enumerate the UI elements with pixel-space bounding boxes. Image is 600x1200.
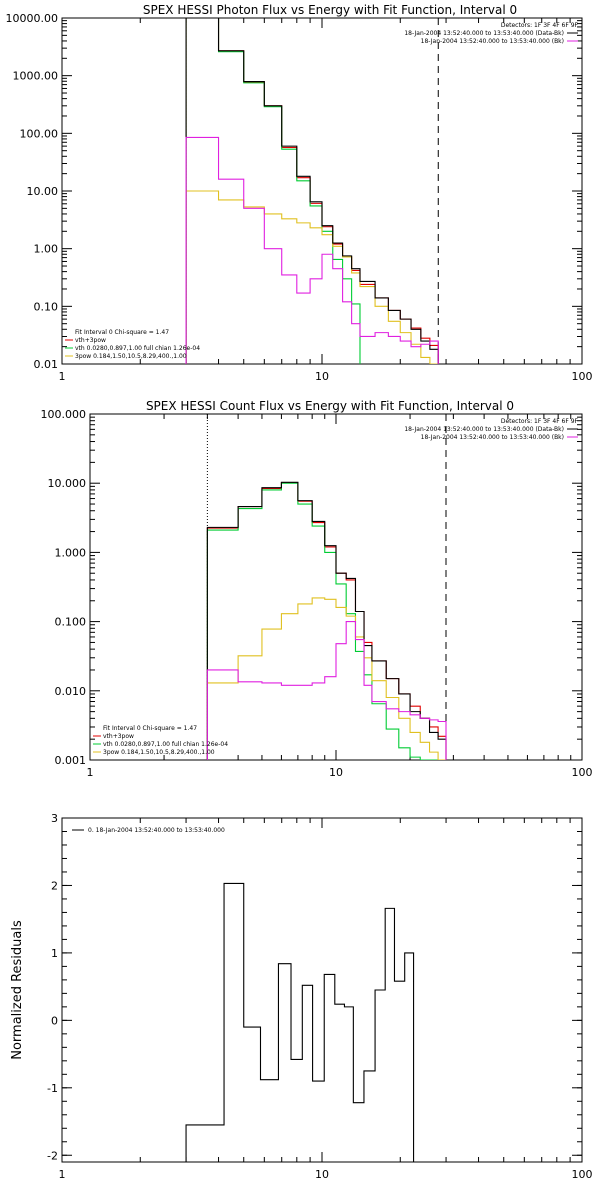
x-tick-label: 100 [572, 766, 593, 779]
y-tick-label: 0.100 [55, 616, 87, 629]
y-tick-label: 0.010 [55, 685, 87, 698]
header-line: 18-Jan-2004 13:52:40.000 to 13:53:40.000… [421, 38, 564, 45]
plot-frame [61, 17, 583, 365]
legend-entry: 3pow 0.184,1.50,10.5,8.29,400.,1.00 [103, 749, 215, 756]
y-tick-label: 0.10 [34, 300, 59, 313]
y-tick-label: 0 [51, 1014, 58, 1027]
series-vth [185, 18, 439, 364]
header-line: 18-Jan-2004 13:52:40.000 to 13:53:40.000… [404, 426, 564, 433]
y-tick-label: 10.00 [27, 185, 59, 198]
panel-title: SPEX HESSI Photon Flux vs Energy with Fi… [143, 3, 517, 17]
y-tick-label: 10.000 [48, 477, 87, 490]
series-group [185, 18, 439, 364]
legend-entry: vth+3pow [75, 337, 106, 344]
panel-title: SPEX HESSI Count Flux vs Energy with Fit… [146, 399, 514, 413]
x-tick-label: 100 [572, 1168, 593, 1181]
y-tick-label: 100.00 [20, 127, 59, 140]
header-line: Detectors: 1F 3F 4F 6F 9F [501, 22, 579, 29]
legend-entry: vth+3pow [103, 733, 134, 740]
plot-frame [61, 817, 583, 1163]
x-tick-label: 1 [87, 766, 94, 779]
photon-flux-panel: SPEX HESSI Photon Flux vs Energy with Fi… [6, 3, 593, 383]
x-tick-label: 10 [329, 766, 343, 779]
series-bk [206, 621, 447, 760]
y-tick-label: 1.000 [55, 546, 87, 559]
x-tick-label: 100 [572, 370, 593, 383]
y-axis-label: Normalized Residuals [10, 920, 25, 1060]
series-data-bk [185, 18, 439, 364]
series-bk [185, 136, 439, 364]
y-tick-label: 2 [51, 879, 58, 892]
header-line: Detectors: 1F 3F 4F 6F 9F [501, 418, 579, 425]
header-line: 18-Jan-2004 13:52:40.000 to 13:53:40.000… [421, 434, 564, 441]
photon-flux-plot-area: 1 10 100 0.01 0.10 1.00 10.00 100.00 1000.00 1000… [6, 12, 593, 383]
x-tick-label: 1 [59, 1168, 66, 1181]
legend-entry: 3pow 0.184,1.50,10.5,8.29,400.,1.00 [75, 353, 187, 360]
count-flux-panel: SPEX HESSI Count Flux vs Energy with Fit… [41, 399, 593, 779]
y-tick-label: 3 [51, 812, 58, 825]
legend-entry: vth 0.0280,0.897,1.00 full chian 1.26e-0… [103, 741, 228, 748]
x-tick-label: 10 [315, 370, 329, 383]
y-tick-label: -2 [47, 1149, 58, 1162]
count-flux-plot-area: 1 10 100 0.001 0.010 0.100 1.000 10.000 100.000 D… [41, 408, 593, 779]
series-3pow [206, 597, 447, 760]
series-group [206, 481, 447, 760]
y-tick-label: 0.01 [34, 358, 59, 371]
header-line: 18-Jan-2004 13:52:40.000 to 13:53:40.000… [404, 30, 564, 37]
legend-entry: vth 0.0280,0.897,1.00 full chian 1.26e-0… [75, 345, 200, 352]
y-tick-label: 1 [51, 947, 58, 960]
legend-entry: Fit Interval 0 Chi-square = 1.47 [103, 725, 197, 732]
legend-entry: Fit Interval 0 Chi-square = 1.47 [75, 329, 169, 336]
series-group [185, 882, 423, 1162]
y-tick-label: -1 [47, 1082, 58, 1095]
plot-frame [89, 413, 583, 761]
series-0-18-jan-2004-13-52-40-000-to-13-53-40-000 [185, 882, 423, 1162]
x-tick-label: 10 [315, 1168, 329, 1181]
residuals-plot-area: 1 10 100 -2 -1 0 1 2 3 0. 18-Jan-2004 13:52:40.00… [47, 812, 592, 1181]
legend-entry: 0. 18-Jan-2004 13:52:40.000 to 13:53:40.… [88, 827, 225, 834]
x-tick-label: 1 [59, 370, 66, 383]
residuals-panel: Normalized Residuals 1 10 100 -2 -1 0 1 2 3 0. 18… [10, 812, 593, 1181]
y-tick-label: 100.000 [41, 408, 87, 421]
y-tick-label: 1.00 [34, 243, 59, 256]
y-tick-label: 0.001 [55, 754, 87, 767]
y-tick-label: 1000.00 [13, 70, 59, 83]
y-tick-label: 10000.00 [6, 12, 59, 25]
